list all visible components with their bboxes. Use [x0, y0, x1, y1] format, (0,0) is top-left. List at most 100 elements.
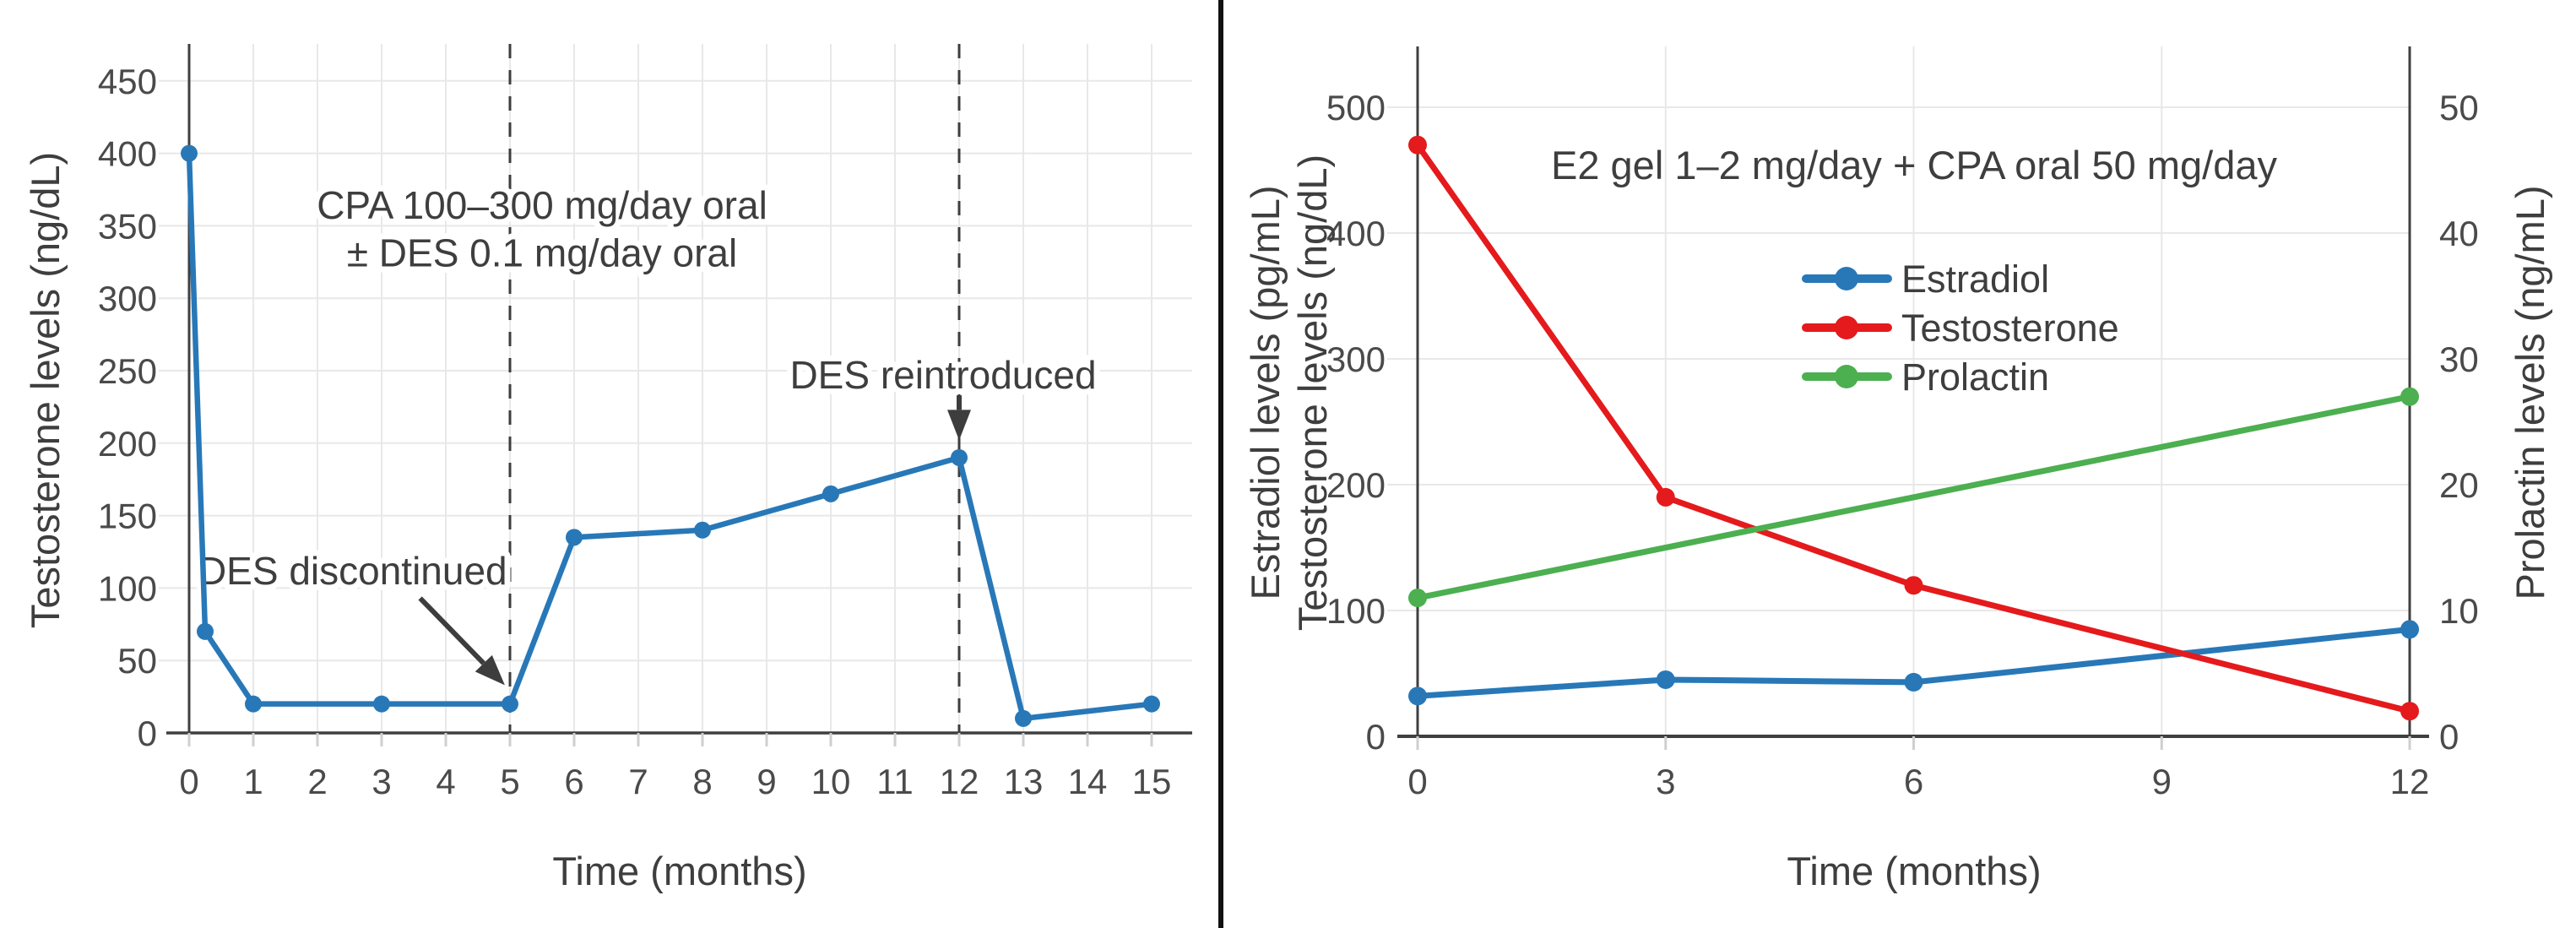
series-prolactin [1408, 387, 2420, 608]
x-tick-label: 13 [1004, 762, 1044, 801]
testosterone-chart: 0 1 2 3 4 5 6 7 8 9 10 11 12 13 14 15050100150200250300… [23, 44, 1192, 893]
x-tick-label: 4 [436, 762, 455, 801]
series-line [1414, 393, 2413, 601]
y-tick-label: 450 [98, 62, 157, 101]
legend-label: Prolactin [1901, 355, 2049, 399]
x-tick-label: 12 [2390, 762, 2430, 801]
x-axis-title: Time (months) [552, 849, 806, 893]
panel-divider [1218, 0, 1223, 928]
data-point [2400, 620, 2420, 639]
legend-item: Estradiol [1802, 258, 2049, 301]
data-point [197, 622, 214, 640]
data-point [1408, 135, 1427, 155]
y-tick-label: 200 [98, 424, 157, 464]
x-tick-label: 5 [500, 762, 519, 801]
x-tick-label: 12 [940, 762, 979, 801]
legend-item: Testosterone [1802, 307, 2119, 350]
y-tick-label: 400 [98, 134, 157, 174]
x-tick-label: 9 [757, 762, 776, 801]
y-axis-title: Testosterone levels (ng/dL) [23, 152, 68, 628]
x-tick-label: 15 [1132, 762, 1172, 801]
y-tick-label: 150 [98, 497, 157, 536]
callout-text: DES reintroduced [789, 353, 1096, 397]
grid [1387, 46, 2410, 736]
legend-label: Testosterone [1901, 307, 2119, 350]
y-tick-label-left: 400 [1326, 214, 1386, 253]
x-axis-title: Time (months) [1787, 849, 2041, 893]
data-point [1904, 576, 1923, 595]
x-tick-label: 6 [564, 762, 583, 801]
data-point [181, 144, 198, 162]
data-point [822, 485, 839, 502]
x-tick-label: 6 [1904, 762, 1923, 801]
hormone-levels-chart: 0 3 6 9 12010020030040050001020304050Estradi… [1243, 46, 2552, 893]
y-tick-label-right: 20 [2439, 465, 2479, 505]
series-line [1414, 626, 2413, 699]
y-tick-label-left: 500 [1326, 88, 1386, 128]
x-tick-label: 9 [2152, 762, 2172, 801]
x-tick-label: 3 [1656, 762, 1675, 801]
y-tick-label-left: 200 [1326, 465, 1386, 505]
data-point [951, 448, 968, 466]
data-point [566, 529, 583, 546]
data-point [1408, 589, 1427, 608]
y-axis-left-title: Estradiol levels (pg/mL) [1243, 185, 1288, 600]
regimen-annotation: ± DES 0.1 mg/day oral [347, 231, 737, 274]
x-tick-label: 1 [243, 762, 263, 801]
y-tick-label-left: 100 [1326, 591, 1386, 631]
legend-label: Estradiol [1901, 258, 2049, 301]
callout-arrow [418, 596, 485, 665]
y-tick-label: 350 [98, 206, 157, 246]
data-point [1656, 487, 1675, 507]
data-point [1143, 695, 1160, 713]
y-tick-label-right: 30 [2439, 339, 2479, 379]
data-point [2400, 387, 2420, 406]
arrowhead [475, 654, 505, 686]
y-tick-label: 0 [138, 714, 157, 753]
y-axis-right-title: Prolactin levels (ng/mL) [2508, 185, 2552, 600]
y-tick-label: 300 [98, 279, 157, 318]
regimen-annotation: CPA 100–300 mg/day oral [317, 183, 767, 227]
data-point [694, 521, 711, 539]
data-point [1656, 670, 1675, 689]
y-tick-label-right: 40 [2439, 214, 2479, 253]
y-tick-label-right: 50 [2439, 88, 2479, 128]
series-estradiol [1408, 620, 2420, 706]
data-point [2400, 702, 2420, 721]
data-point [1408, 687, 1427, 706]
data-point [245, 695, 262, 713]
legend-marker [1835, 267, 1858, 290]
x-tick-label: 3 [371, 762, 391, 801]
data-point [1904, 672, 1923, 692]
x-tick-label: 10 [811, 762, 851, 801]
y-tick-label-left: 0 [1366, 717, 1386, 757]
y-tick-label-right: 10 [2439, 591, 2479, 631]
legend-marker [1835, 365, 1858, 388]
data-point [1015, 709, 1032, 727]
x-tick-label: 14 [1068, 762, 1108, 801]
testosterone-chart-panel: 0 1 2 3 4 5 6 7 8 9 10 11 12 13 14 15 0 50 100 150 200 250 300… [0, 0, 1218, 928]
data-point [373, 695, 390, 713]
series-line [1414, 142, 2413, 714]
x-tick-label: 2 [307, 762, 327, 801]
series-testosterone [1408, 135, 2420, 721]
legend-marker [1835, 316, 1858, 339]
x-tick-label: 0 [1407, 762, 1427, 801]
x-tick-label: 8 [692, 762, 712, 801]
arrowhead [947, 410, 971, 441]
y-tick-label-left: 300 [1326, 339, 1386, 379]
callout-text: DES discontinued [198, 549, 507, 593]
legend-item: Prolactin [1802, 355, 2049, 399]
x-tick-label: 0 [179, 762, 198, 801]
y-tick-label: 50 [117, 641, 157, 681]
legend: Estradiol Testosterone Prolactin [1802, 258, 2119, 399]
data-point [502, 695, 518, 713]
x-tick-label: 7 [628, 762, 648, 801]
y-tick-label: 250 [98, 351, 157, 391]
series-testosterone [181, 144, 1160, 727]
y-tick-label-right: 0 [2439, 717, 2459, 757]
x-tick-label: 11 [876, 762, 914, 801]
y-axis-left-title: Testosterone levels (ng/dL) [1290, 155, 1335, 631]
hormone-levels-chart-panel: 0 3 6 9 12 0 100 200 300 400 500 0 10 20 30 40 50 Estradi… [1223, 0, 2576, 928]
